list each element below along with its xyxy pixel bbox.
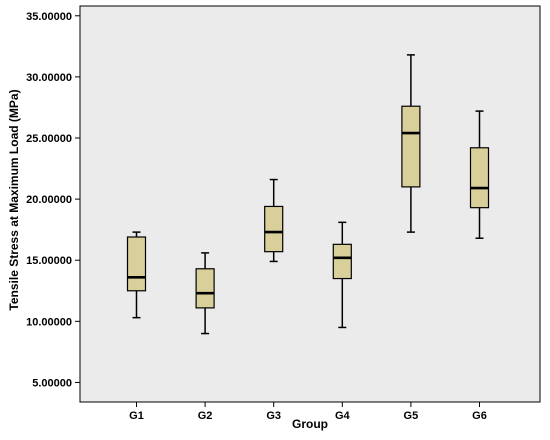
y-tick-label: 10.00000 [26, 316, 72, 328]
box-g5 [401, 54, 421, 233]
iqr-box [469, 147, 490, 209]
x-tick-label: G3 [266, 410, 281, 422]
x-tick-label: G6 [472, 410, 487, 422]
iqr-box [401, 105, 421, 188]
y-axis-title: Tensile Stress at Maximum Load (MPa) [7, 89, 21, 310]
box-g4 [332, 221, 352, 329]
x-axis-ticks: G1 G2 G3 G4 G5 G6 [129, 402, 487, 422]
y-tick-label: 30.00000 [26, 72, 72, 84]
box-g6 [469, 110, 490, 239]
y-tick-label: 25.00000 [26, 133, 72, 145]
box-g1 [126, 231, 147, 319]
x-tick-label: G5 [404, 410, 419, 422]
y-tick-label: 5.00000 [32, 377, 72, 389]
y-axis-ticks: 5.00000 10.00000 15.00000 20.00000 25.00000 3… [26, 11, 80, 389]
y-tick-label: 35.00000 [26, 11, 72, 23]
iqr-box [332, 243, 352, 280]
x-tick-label: G1 [129, 410, 144, 422]
plot-area [79, 5, 541, 403]
x-tick-label: G2 [198, 410, 213, 422]
box-series [126, 54, 490, 335]
y-tick-label: 20.00000 [26, 194, 72, 206]
iqr-box [264, 205, 284, 253]
x-tick-label: G4 [335, 410, 351, 422]
y-tick-label: 15.00000 [26, 255, 72, 267]
box-g2 [195, 252, 215, 335]
box-g3 [264, 178, 284, 263]
x-axis-title: Group [292, 417, 328, 431]
iqr-box [195, 268, 215, 309]
iqr-box [126, 236, 147, 292]
